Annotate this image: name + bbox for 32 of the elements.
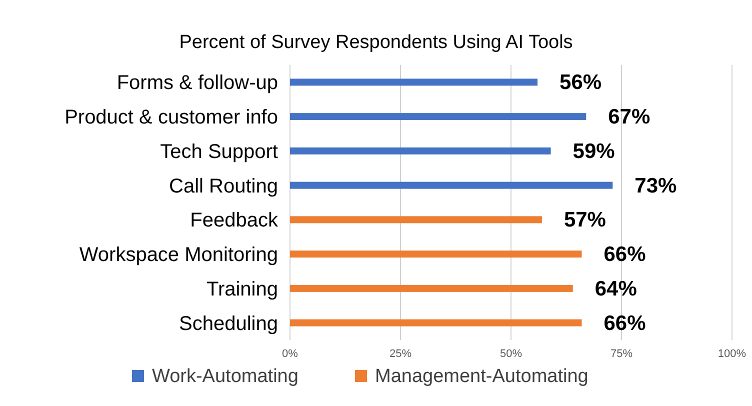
data-label: 66% (604, 243, 646, 266)
x-tick-label: 75% (610, 348, 633, 360)
y-tick-label: Workspace Monitoring (79, 244, 278, 266)
y-tick-label: Feedback (190, 210, 279, 232)
bar (290, 216, 542, 224)
legend-label: Management-Automating (375, 366, 588, 387)
bar (290, 113, 586, 120)
data-label: 56% (560, 71, 602, 94)
x-tick-label: 0% (282, 348, 298, 360)
bar (290, 182, 613, 189)
bar (290, 78, 538, 86)
data-label: 59% (572, 140, 616, 163)
data-label: 66% (604, 312, 646, 335)
x-tick-label: 25% (389, 348, 412, 360)
chart-title: Percent of Survey Respondents Using AI Tools (179, 32, 573, 53)
x-tick-label: 100% (718, 348, 746, 360)
data-label: 73% (634, 174, 678, 198)
y-tick-label: Tech Support (160, 140, 278, 163)
y-tick-label: Product & customer info (64, 106, 278, 129)
legend-label: Work-Automating (152, 366, 298, 387)
y-tick-label: Call Routing (169, 175, 278, 198)
y-tick-label: Scheduling (179, 312, 278, 335)
data-label: 67% (608, 106, 650, 129)
data-label: 64% (594, 277, 638, 300)
bar (290, 319, 582, 326)
y-tick-label: Training (206, 278, 278, 300)
data-label: 57% (564, 208, 606, 232)
bar (290, 147, 551, 154)
x-tick-label: 50% (500, 348, 522, 360)
bar (290, 284, 573, 292)
bar (290, 250, 582, 258)
y-tick-label: Forms & follow-up (116, 72, 278, 94)
